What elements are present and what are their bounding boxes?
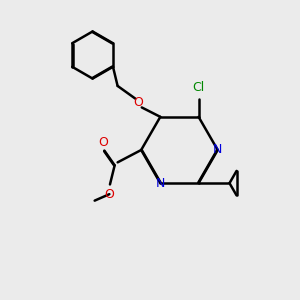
Text: N: N: [156, 177, 165, 190]
Text: N: N: [213, 143, 222, 157]
Text: O: O: [104, 188, 114, 201]
Text: O: O: [98, 136, 108, 149]
Text: Cl: Cl: [193, 81, 205, 94]
Text: O: O: [133, 96, 143, 109]
